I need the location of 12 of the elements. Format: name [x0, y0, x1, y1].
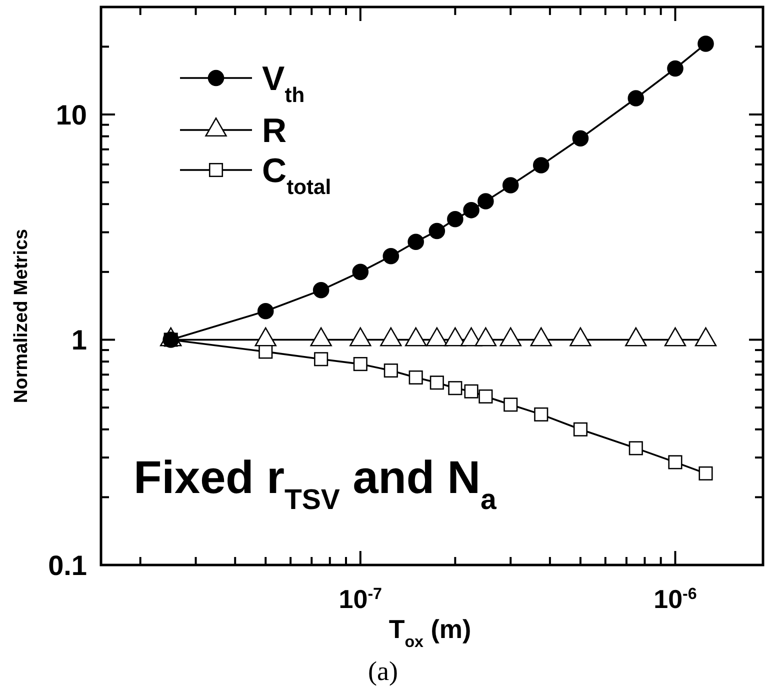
legend-label: V$_{th}$ — [262, 60, 305, 106]
x-tick-label: 10$^{-6}$ — [654, 584, 697, 614]
y-tick-label: 10 — [56, 99, 87, 130]
x-tick-label: 10$^{-7}$ — [338, 584, 382, 614]
y-tick-label: 0.1 — [48, 550, 87, 581]
text: (a) — [368, 656, 398, 686]
legend-label: C$_{total}$ — [262, 152, 332, 198]
x-axis-title: T$_{ox}$ (m) — [388, 614, 472, 651]
y-axis-title: Normalized Metrics — [11, 228, 32, 404]
legend-label: R — [262, 112, 287, 150]
y-tick-label: 1 — [71, 324, 87, 356]
annotation: Fixed r$_{TSV}$ and N$_{a}$ — [134, 451, 498, 516]
